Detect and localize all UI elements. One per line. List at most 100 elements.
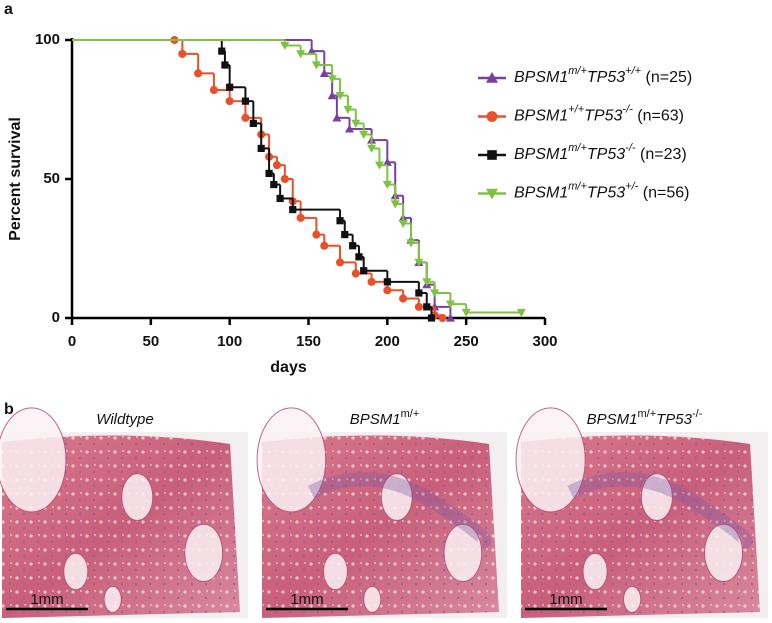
marker [272, 161, 282, 170]
marrow-space [184, 523, 224, 583]
marrow-space [322, 552, 349, 591]
title-text: BPSM1 [350, 411, 401, 428]
marker [327, 91, 337, 100]
marker [276, 194, 284, 203]
legend-text: TP53 [587, 69, 625, 86]
marker [249, 119, 257, 127]
marker [406, 239, 416, 248]
marker [423, 303, 431, 311]
legend-text: m/+ [568, 180, 587, 192]
marrow-space [380, 473, 413, 522]
marker [327, 75, 337, 84]
legend-text: -/- [622, 103, 633, 115]
marrow-space [623, 585, 642, 613]
marker [194, 69, 203, 78]
marker [257, 144, 265, 153]
marker [319, 68, 329, 77]
marker [516, 308, 526, 317]
marker [336, 217, 344, 225]
scale-bar-label: 1mm [290, 591, 323, 608]
panel-label: b [4, 401, 14, 418]
legend-label: BPSM1m/+TP53-/- (n=23) [514, 142, 687, 163]
marker [422, 278, 432, 287]
legend-text: +/+ [568, 103, 584, 115]
y-axis-label: Percent survival [7, 117, 24, 241]
marker [399, 294, 408, 303]
title-text: Wildtype [96, 411, 153, 428]
legend-text: BPSM1 [514, 146, 568, 163]
marrow-space [443, 523, 483, 583]
marker [414, 302, 423, 311]
marker [360, 267, 368, 275]
marker [349, 242, 357, 250]
x-tick-label: 0 [68, 333, 76, 350]
marker [461, 308, 471, 317]
x-tick-label: 200 [375, 333, 400, 350]
marrow-space [640, 473, 673, 522]
legend-label: BPSM1m/+TP53+/- (n=56) [514, 180, 689, 201]
panel-label: a [4, 1, 13, 18]
legend-text: BPSM1 [514, 185, 568, 202]
marrow-space [63, 552, 89, 591]
x-tick-label: 50 [142, 333, 159, 350]
legend-text: TP53 [587, 185, 625, 202]
marker [445, 300, 455, 309]
legend-text: m/+ [568, 142, 587, 154]
marker [209, 85, 218, 95]
marker [265, 169, 273, 178]
marker [289, 205, 297, 214]
marker [382, 157, 392, 166]
marker [311, 61, 321, 70]
marker [241, 113, 250, 122]
histology-title: BPSM1m/+TP53-/- [587, 408, 703, 428]
marker [382, 180, 392, 190]
marker [312, 230, 321, 239]
x-tick-label: 300 [532, 333, 557, 350]
marker [341, 231, 349, 239]
y-tick-label: 0 [52, 309, 60, 326]
title-text: TP53 [656, 411, 693, 428]
x-tick-label: 100 [217, 333, 242, 350]
marker [296, 50, 306, 59]
legend-text: (n=56) [638, 185, 689, 202]
marker [280, 174, 289, 184]
legend-text: BPSM1 [514, 69, 568, 86]
marker [320, 241, 329, 250]
marker [367, 144, 377, 153]
legend-text: (n=63) [633, 108, 684, 125]
marker [415, 289, 423, 297]
series [72, 39, 455, 322]
marker [221, 61, 229, 69]
x-tick-label: 150 [296, 333, 321, 350]
marker [359, 130, 369, 140]
marker [332, 113, 342, 122]
marrow-space [515, 407, 586, 513]
series [72, 39, 526, 317]
marker [351, 269, 360, 278]
marrow-space [0, 407, 67, 513]
marrow-space [103, 585, 122, 613]
marker [445, 313, 455, 322]
marker [374, 161, 384, 170]
legend-text: +/+ [625, 65, 641, 77]
marker [430, 289, 440, 298]
legend-text: (n=25) [641, 69, 692, 86]
marker [344, 124, 354, 133]
marrow-space [704, 523, 744, 583]
legend-marker [486, 111, 498, 122]
marker [383, 286, 392, 295]
marker [427, 314, 436, 322]
marrow-space [121, 473, 154, 522]
marker [398, 219, 408, 228]
legend-label: BPSM1+/+TP53-/- (n=63) [514, 103, 684, 124]
legend-text: (n=23) [636, 146, 687, 163]
x-tick-label: 250 [454, 333, 479, 350]
title-text: BPSM1 [587, 411, 638, 428]
legend-text: TP53 [584, 108, 622, 125]
marker [414, 258, 424, 267]
marker [383, 278, 391, 286]
histology-title: Wildtype [96, 411, 153, 428]
y-tick-label: 50 [43, 170, 60, 187]
